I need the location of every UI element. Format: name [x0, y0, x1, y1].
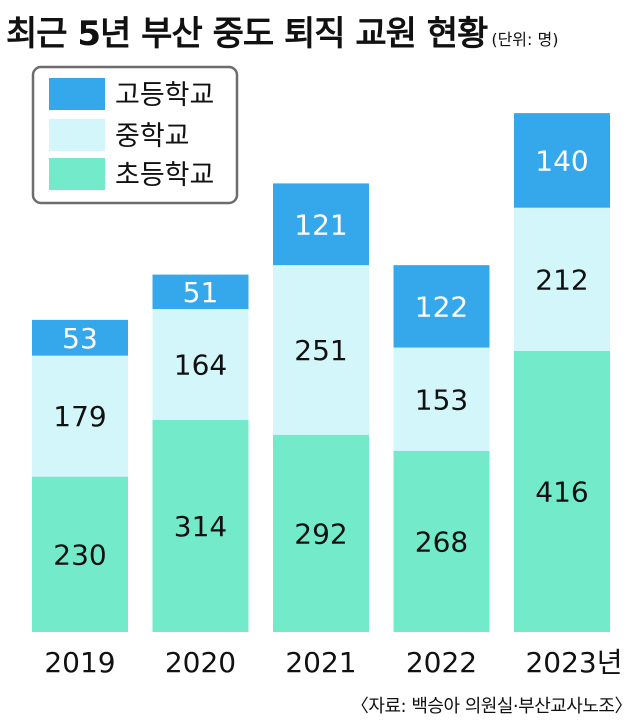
bar-segment-high-4 [514, 113, 610, 208]
bar-segment-middle-0 [32, 355, 128, 477]
bar-segment-high-0 [32, 319, 128, 356]
bar-segment-high-3 [393, 265, 490, 348]
chart-title: 최근 5년 부산 중도 퇴직 교원 현황 [6, 14, 488, 54]
data-label-middle-0: 179 [53, 400, 106, 433]
x-tick-label-2: 2021 [285, 646, 356, 679]
data-label-high-1: 51 [183, 276, 219, 309]
data-label-middle-4: 212 [535, 263, 588, 296]
bar-segment-elementary-4 [514, 350, 610, 632]
x-tick-label-4: 2023년 [525, 646, 622, 679]
bar-segment-elementary-0 [32, 476, 128, 632]
bar-segment-middle-4 [514, 207, 610, 351]
data-label-middle-1: 164 [174, 348, 227, 381]
chart-title-block: 최근 5년 부산 중도 퇴직 교원 현황 (단위: 명) [6, 6, 558, 55]
legend-label-2: 초등학교 [115, 160, 214, 191]
data-label-high-4: 140 [535, 144, 588, 177]
data-label-elementary-4: 416 [535, 475, 588, 508]
bar-segment-high-1 [152, 274, 249, 310]
data-label-elementary-3: 268 [415, 525, 468, 558]
data-label-middle-3: 153 [415, 383, 468, 416]
unit-label: (단위: 명) [491, 30, 559, 49]
data-label-elementary-1: 314 [174, 510, 227, 543]
bar-segment-middle-2 [273, 265, 369, 435]
bar-segment-middle-3 [393, 347, 490, 451]
bar-segment-elementary-2 [273, 434, 369, 632]
x-tick-label-3: 2022 [406, 646, 477, 679]
bar-segment-high-2 [273, 183, 369, 266]
bar-segment-elementary-3 [393, 450, 490, 632]
legend-label-1: 중학교 [115, 121, 190, 152]
source-note: 〈자료: 백승아 의원실·부산교사노조〉 [350, 696, 633, 717]
x-tick-label-1: 2020 [165, 646, 236, 679]
data-label-elementary-0: 230 [53, 538, 106, 571]
legend-swatch-1 [49, 119, 105, 151]
data-label-high-2: 121 [294, 208, 347, 241]
legend-label-0: 고등학교 [115, 80, 214, 111]
x-tick-label-0: 2019 [44, 646, 115, 679]
data-label-high-0: 53 [62, 322, 98, 355]
data-label-elementary-2: 292 [294, 517, 347, 550]
data-label-middle-2: 251 [294, 334, 347, 367]
bar-segment-middle-1 [152, 309, 249, 420]
legend-swatch-0 [49, 78, 105, 110]
bar-segment-elementary-1 [152, 419, 249, 632]
legend-swatch-2 [49, 158, 105, 190]
data-label-high-3: 122 [415, 290, 468, 323]
